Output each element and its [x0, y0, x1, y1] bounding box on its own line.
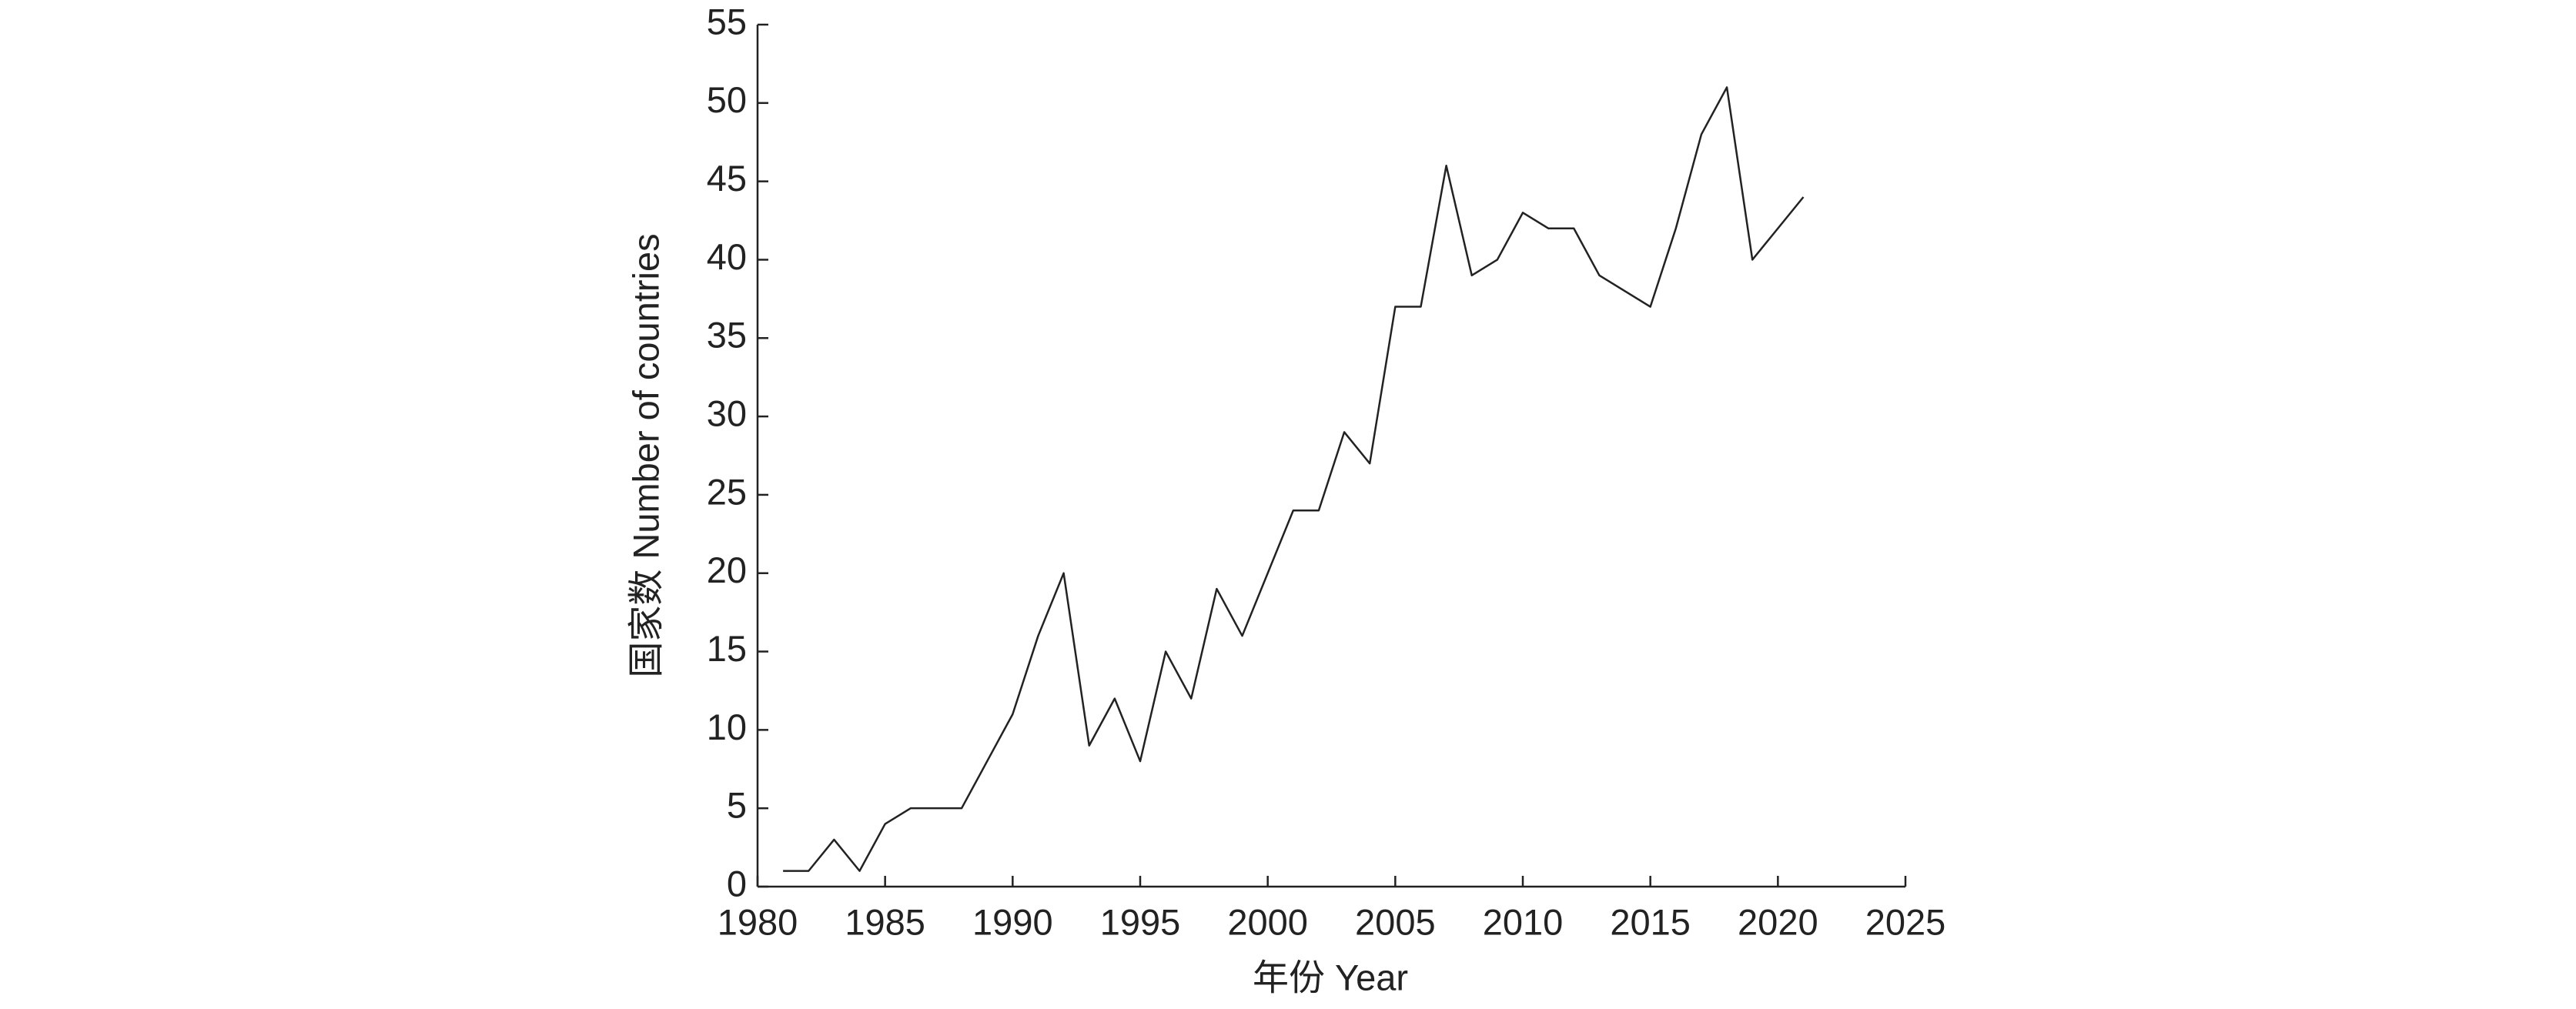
y-tick-label: 20	[707, 550, 747, 590]
y-tick-label: 50	[707, 79, 747, 120]
y-tick-label: 40	[707, 236, 747, 277]
x-tick-label: 1985	[845, 901, 925, 942]
x-tick-label: 2015	[1610, 901, 1691, 942]
y-axis-label: 国家数 Number of countries	[625, 233, 666, 677]
x-tick-label: 2005	[1355, 901, 1436, 942]
x-tick-label: 1980	[718, 901, 798, 942]
x-axis-label: 年份 Year	[1253, 957, 1408, 997]
x-tick-label: 2025	[1865, 901, 1946, 942]
x-tick-label: 2020	[1738, 901, 1818, 942]
y-tick-label: 25	[707, 471, 747, 512]
line-series	[783, 86, 1805, 872]
y-tick-label: 5	[727, 785, 747, 826]
x-tick-label: 1995	[1100, 901, 1181, 942]
x-tick-label: 2000	[1227, 901, 1308, 942]
y-tick-label: 35	[707, 315, 747, 356]
x-tick-label: 2010	[1483, 901, 1564, 942]
y-tick-label: 15	[707, 628, 747, 669]
y-tick-label: 0	[727, 863, 747, 904]
y-tick-label: 30	[707, 393, 747, 434]
y-tick-label: 55	[707, 1, 747, 42]
y-tick-label: 45	[707, 158, 747, 199]
y-tick-label: 10	[707, 707, 747, 747]
x-tick-label: 1990	[972, 901, 1053, 942]
